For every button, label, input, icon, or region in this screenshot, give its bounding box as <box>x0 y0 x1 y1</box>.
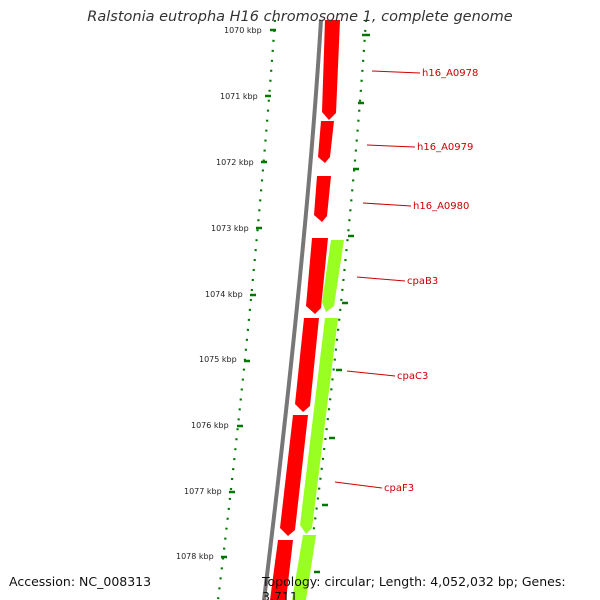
genome-backbone <box>262 19 323 600</box>
tick-labels: 1070 kbp 1071 kbp 1072 kbp 1073 kbp 1074… <box>176 26 262 561</box>
gene-label-h16-A0980[interactable]: h16_A0980 <box>413 201 469 212</box>
tick-label: 1078 kbp <box>176 552 214 561</box>
gene-cpaC3-forward-arrow[interactable] <box>300 318 338 534</box>
topology-info: Topology: circular; Length: 4,052,032 bp… <box>262 574 566 600</box>
left-dotted-ring <box>216 19 277 600</box>
tick-label: 1070 kbp <box>224 26 262 35</box>
gene-h16-A0978-arrow[interactable] <box>322 20 340 120</box>
tick-label: 1076 kbp <box>191 421 229 430</box>
gene-cpaF3-reverse-arrow[interactable] <box>280 415 308 536</box>
right-dotted-ring <box>302 19 368 600</box>
gene-h16-A0980-arrow[interactable] <box>314 176 331 222</box>
gene-extra-reverse-arrow[interactable] <box>270 540 293 600</box>
tick-label: 1072 kbp <box>216 158 254 167</box>
accession-label: Accession: <box>9 574 76 589</box>
gene-label-h16-A0978[interactable]: h16_A0978 <box>422 68 478 79</box>
gene-cpaF3-forward-arrow[interactable] <box>292 535 316 600</box>
gene-label-leaders <box>334 70 421 489</box>
gene-labels: h16_A0978 h16_A0979 h16_A0980 cpaB3 cpaC… <box>384 68 478 494</box>
tick-label: 1071 kbp <box>220 92 258 101</box>
gene-label-cpaF3[interactable]: cpaF3 <box>384 483 414 494</box>
map-title: Ralstonia eutropha H16 chromosome 1, com… <box>87 9 513 25</box>
gene-cpaC3-reverse-arrow[interactable] <box>295 318 319 412</box>
tick-label: 1074 kbp <box>205 290 243 299</box>
tick-label: 1077 kbp <box>184 487 222 496</box>
gene-cpaB3-reverse-arrow[interactable] <box>306 238 328 314</box>
gene-cpaB3-forward-arrow[interactable] <box>322 240 344 312</box>
accession-value: NC_008313 <box>79 574 152 589</box>
gene-label-cpaC3[interactable]: cpaC3 <box>397 371 428 382</box>
accession-info: Accession: NC_008313 <box>9 574 151 589</box>
tick-marks-right <box>314 33 370 574</box>
tick-label: 1075 kbp <box>199 355 237 364</box>
gene-h16-A0979-arrow[interactable] <box>318 121 334 163</box>
tick-label: 1073 kbp <box>211 224 249 233</box>
gene-label-cpaB3[interactable]: cpaB3 <box>407 276 438 287</box>
tick-marks-left <box>221 28 276 559</box>
gene-label-h16-A0979[interactable]: h16_A0979 <box>417 142 473 153</box>
